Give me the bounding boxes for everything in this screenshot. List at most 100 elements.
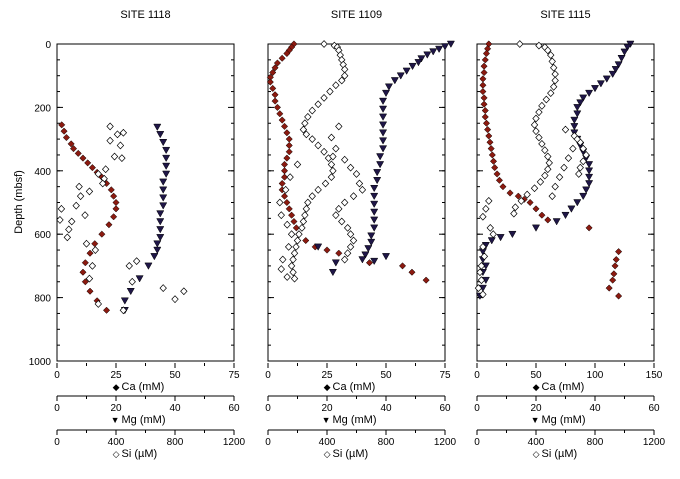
data-point bbox=[523, 190, 531, 199]
data-point bbox=[355, 179, 364, 188]
data-point bbox=[373, 169, 382, 177]
data-point bbox=[335, 122, 343, 131]
data-point bbox=[273, 103, 281, 111]
data-point bbox=[614, 61, 623, 69]
data-point bbox=[479, 212, 487, 221]
data-point bbox=[132, 257, 141, 266]
data-point bbox=[358, 256, 367, 264]
data-point bbox=[560, 163, 568, 172]
data-point bbox=[289, 255, 297, 264]
data-point bbox=[343, 223, 352, 232]
data-point bbox=[341, 71, 349, 80]
data-point bbox=[611, 66, 620, 74]
axis-tick-label: 0 bbox=[474, 403, 480, 414]
depth-tick-label: 600 bbox=[34, 230, 51, 241]
data-point bbox=[612, 256, 620, 264]
x-axis-1: 0 25 50 75 ◆ Ca (mM) bbox=[54, 363, 240, 393]
data-point bbox=[510, 209, 518, 218]
data-point bbox=[99, 179, 107, 188]
data-point bbox=[545, 158, 553, 167]
data-point bbox=[479, 290, 487, 299]
data-point bbox=[485, 132, 493, 140]
data-point bbox=[481, 113, 489, 121]
data-point bbox=[156, 218, 165, 226]
depth-tick-label: 0 bbox=[45, 40, 51, 51]
data-point bbox=[511, 203, 520, 212]
axis-tick-label: 400 bbox=[319, 437, 336, 448]
data-point bbox=[567, 205, 576, 213]
data-point bbox=[486, 138, 494, 146]
data-point bbox=[150, 253, 159, 261]
data-point bbox=[346, 230, 355, 239]
data-point bbox=[489, 230, 497, 239]
data-point bbox=[536, 177, 545, 186]
data-point bbox=[56, 216, 64, 224]
data-point bbox=[62, 133, 70, 142]
data-point bbox=[153, 123, 162, 131]
axis-label: Si (µM) bbox=[542, 448, 578, 460]
data-point bbox=[308, 192, 316, 201]
data-point bbox=[159, 194, 168, 202]
data-point bbox=[579, 94, 588, 102]
axis-marker-mg-icon: ▼ bbox=[111, 415, 120, 425]
data-point bbox=[287, 230, 296, 239]
data-point bbox=[481, 56, 489, 64]
depth-tick-label: 200 bbox=[34, 103, 51, 114]
series-ca bbox=[479, 40, 623, 300]
axis-marker-si-icon: ◇ bbox=[324, 449, 331, 459]
data-point bbox=[82, 239, 91, 248]
data-point bbox=[69, 145, 78, 153]
data-point bbox=[489, 157, 498, 165]
data-point bbox=[370, 192, 379, 201]
axis-marker-ca-icon: ◆ bbox=[113, 382, 120, 392]
axis-marker-ca-icon: ◆ bbox=[533, 382, 540, 392]
data-point bbox=[379, 145, 388, 153]
axis-tick-label: 800 bbox=[167, 437, 184, 448]
axis-tick-label: 150 bbox=[646, 370, 663, 381]
data-point bbox=[110, 152, 119, 161]
data-point bbox=[321, 179, 330, 188]
data-point bbox=[290, 249, 299, 258]
data-point bbox=[379, 137, 388, 145]
data-point bbox=[94, 170, 102, 178]
data-point bbox=[280, 160, 289, 169]
data-point bbox=[85, 274, 94, 283]
plot-frame bbox=[56, 43, 235, 362]
data-point bbox=[547, 89, 555, 98]
x-axis-3: 0 400 800 1200 ◇ Si (µM) bbox=[54, 429, 246, 460]
data-point bbox=[156, 226, 165, 234]
series-ca bbox=[266, 40, 430, 284]
data-point bbox=[79, 268, 87, 276]
data-point bbox=[112, 205, 120, 213]
data-point bbox=[278, 179, 286, 188]
data-point bbox=[180, 287, 188, 296]
data-point bbox=[284, 242, 293, 251]
axis-label: Ca (mM) bbox=[333, 381, 376, 393]
x-axis-1: 0 25 50 75 ◆ Ca (mM) bbox=[265, 363, 451, 393]
data-point bbox=[379, 97, 388, 105]
data-point bbox=[611, 262, 619, 270]
data-point bbox=[364, 245, 373, 253]
data-point bbox=[159, 284, 167, 293]
data-point bbox=[544, 216, 552, 224]
axis-marker-si-icon: ◇ bbox=[113, 449, 120, 459]
axis-tick-label: 1200 bbox=[223, 437, 246, 448]
data-point bbox=[103, 306, 111, 314]
data-point bbox=[477, 276, 486, 285]
data-point bbox=[482, 119, 490, 127]
axis-tick-label: 1200 bbox=[434, 437, 457, 448]
data-point bbox=[67, 140, 75, 148]
data-point bbox=[481, 107, 489, 115]
data-point bbox=[283, 129, 291, 137]
data-point bbox=[110, 213, 118, 221]
data-point bbox=[153, 246, 162, 254]
data-point bbox=[349, 192, 358, 201]
data-point bbox=[548, 192, 556, 201]
data-point bbox=[271, 91, 279, 99]
data-point bbox=[541, 171, 549, 180]
data-point bbox=[381, 253, 391, 261]
data-point bbox=[479, 87, 487, 96]
data-point bbox=[162, 162, 171, 170]
data-point bbox=[480, 100, 488, 108]
